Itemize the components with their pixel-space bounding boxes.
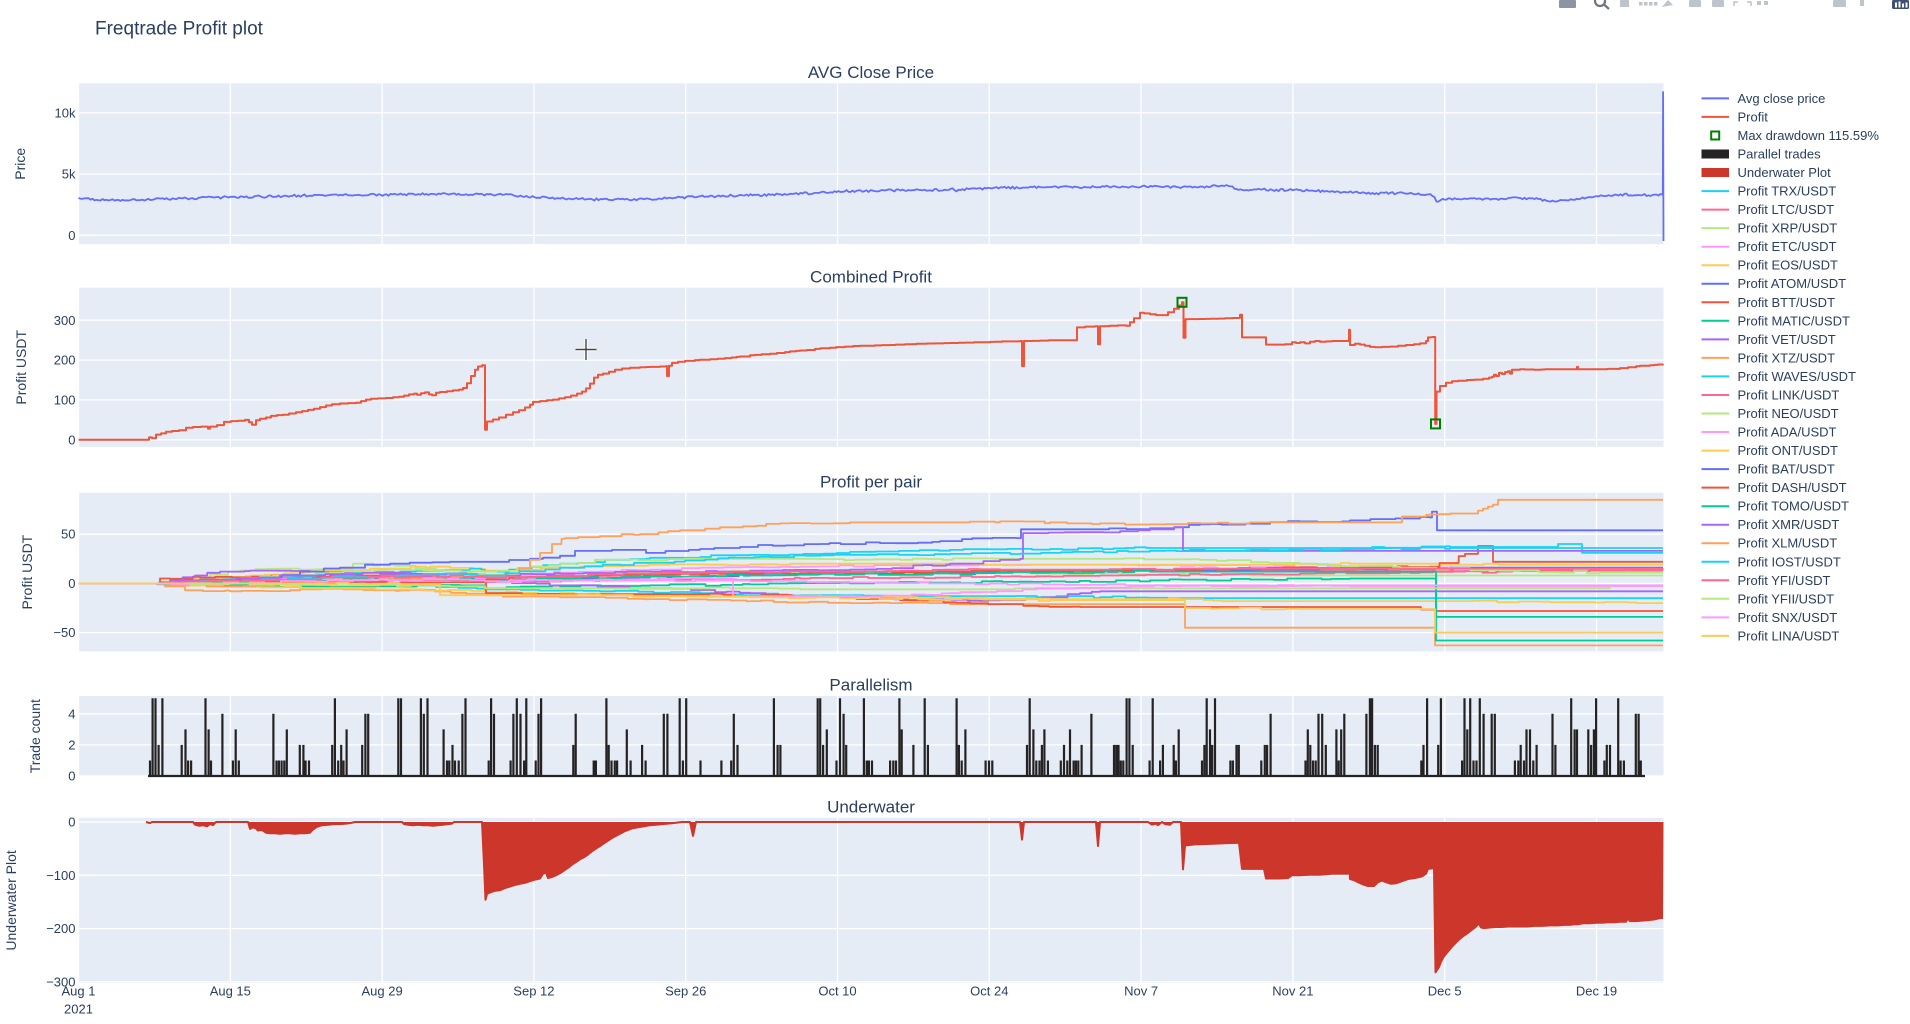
svg-text:Profit USDT: Profit USDT: [13, 330, 29, 405]
svg-text:Profit per pair: Profit per pair: [820, 472, 922, 491]
svg-text:Profit EOS/USDT: Profit EOS/USDT: [1738, 258, 1838, 273]
svg-text:5k: 5k: [62, 167, 76, 182]
svg-text:0: 0: [68, 815, 75, 830]
svg-text:0: 0: [68, 432, 75, 447]
svg-text:Profit MATIC/USDT: Profit MATIC/USDT: [1738, 313, 1850, 328]
svg-text:Max drawdown 115.59%: Max drawdown 115.59%: [1738, 128, 1880, 143]
svg-text:Dec 19: Dec 19: [1576, 984, 1617, 999]
svg-text:Profit: Profit: [1738, 109, 1769, 124]
svg-text:Avg close price: Avg close price: [1738, 91, 1826, 106]
svg-text:Profit DASH/USDT: Profit DASH/USDT: [1738, 480, 1847, 495]
svg-text:−200: −200: [46, 921, 75, 936]
svg-text:Sep 26: Sep 26: [665, 984, 706, 999]
svg-text:Profit ONT/USDT: Profit ONT/USDT: [1738, 443, 1838, 458]
svg-text:Profit TRX/USDT: Profit TRX/USDT: [1738, 184, 1837, 199]
svg-text:Underwater Plot: Underwater Plot: [1738, 165, 1832, 180]
svg-text:Profit BAT/USDT: Profit BAT/USDT: [1738, 462, 1835, 477]
svg-text:−300: −300: [46, 974, 75, 989]
svg-text:Profit ETC/USDT: Profit ETC/USDT: [1738, 239, 1837, 254]
svg-text:Profit NEO/USDT: Profit NEO/USDT: [1738, 406, 1839, 421]
svg-text:Profit ATOM/USDT: Profit ATOM/USDT: [1738, 276, 1847, 291]
svg-text:Profit YFII/USDT: Profit YFII/USDT: [1738, 591, 1835, 606]
svg-text:Underwater: Underwater: [827, 797, 915, 816]
svg-text:Oct 10: Oct 10: [818, 984, 856, 999]
svg-text:Trade count: Trade count: [27, 699, 43, 773]
svg-text:Profit XRP/USDT: Profit XRP/USDT: [1738, 221, 1838, 236]
svg-text:Parallel trades: Parallel trades: [1738, 147, 1822, 162]
svg-text:0: 0: [68, 228, 75, 243]
svg-text:Combined Profit: Combined Profit: [810, 267, 932, 286]
svg-text:Profit USDT: Profit USDT: [19, 534, 35, 609]
svg-text:0: 0: [68, 769, 75, 784]
svg-text:2021: 2021: [64, 1002, 93, 1017]
svg-text:50: 50: [61, 527, 75, 542]
svg-text:Price: Price: [12, 148, 28, 180]
svg-text:Nov 21: Nov 21: [1272, 984, 1313, 999]
svg-text:Profit IOST/USDT: Profit IOST/USDT: [1738, 554, 1841, 569]
svg-text:Profit WAVES/USDT: Profit WAVES/USDT: [1738, 369, 1857, 384]
svg-text:−100: −100: [46, 868, 75, 883]
svg-text:10k: 10k: [55, 105, 76, 120]
svg-text:Sep 12: Sep 12: [513, 984, 554, 999]
svg-text:Profit BTT/USDT: Profit BTT/USDT: [1738, 295, 1836, 310]
svg-text:2: 2: [68, 737, 75, 752]
svg-text:AVG Close Price: AVG Close Price: [808, 63, 934, 82]
svg-text:Profit VET/USDT: Profit VET/USDT: [1738, 332, 1836, 347]
svg-text:Nov 7: Nov 7: [1124, 984, 1158, 999]
svg-text:Profit XTZ/USDT: Profit XTZ/USDT: [1738, 350, 1836, 365]
svg-text:Profit XLM/USDT: Profit XLM/USDT: [1738, 536, 1838, 551]
svg-text:Dec 5: Dec 5: [1428, 984, 1462, 999]
svg-text:Profit SNX/USDT: Profit SNX/USDT: [1738, 610, 1838, 625]
svg-text:Parallelism: Parallelism: [829, 676, 912, 695]
svg-text:4: 4: [68, 706, 75, 721]
svg-text:Profit TOMO/USDT: Profit TOMO/USDT: [1738, 499, 1850, 514]
svg-text:0: 0: [68, 576, 75, 591]
svg-text:Profit LINA/USDT: Profit LINA/USDT: [1738, 628, 1840, 643]
svg-text:Profit ADA/USDT: Profit ADA/USDT: [1738, 425, 1837, 440]
svg-text:Aug 15: Aug 15: [210, 984, 251, 999]
svg-text:200: 200: [54, 353, 76, 368]
svg-text:−50: −50: [53, 625, 75, 640]
svg-text:100: 100: [54, 392, 76, 407]
svg-text:Oct 24: Oct 24: [970, 984, 1008, 999]
svg-text:Profit LTC/USDT: Profit LTC/USDT: [1738, 202, 1835, 217]
svg-text:Aug 29: Aug 29: [361, 984, 402, 999]
svg-text:Aug 1: Aug 1: [62, 984, 96, 999]
svg-text:Freqtrade Profit plot: Freqtrade Profit plot: [95, 19, 264, 40]
svg-text:300: 300: [54, 313, 76, 328]
svg-text:Profit LINK/USDT: Profit LINK/USDT: [1738, 388, 1840, 403]
svg-text:Profit XMR/USDT: Profit XMR/USDT: [1738, 517, 1840, 532]
svg-text:Profit YFI/USDT: Profit YFI/USDT: [1738, 573, 1831, 588]
svg-text:Underwater Plot: Underwater Plot: [3, 850, 19, 950]
